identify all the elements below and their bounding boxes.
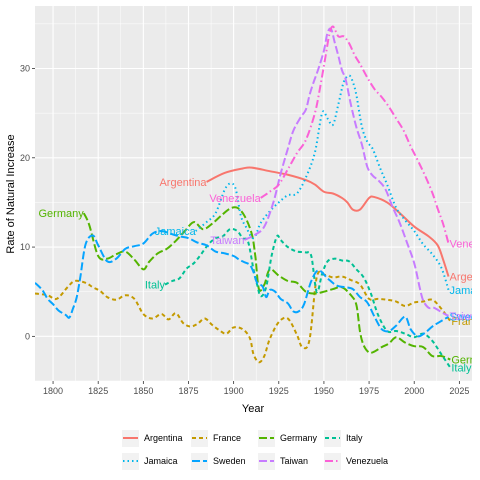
series-end-label-jamaica: Jamaica (450, 285, 480, 297)
x-tick-label: 1900 (224, 386, 244, 396)
series-end-label-argentina: Argentine (450, 272, 480, 284)
legend-item-jamaica: Jamaica (122, 453, 178, 470)
legend-label-sweden: Sweden (213, 456, 246, 466)
legend-item-sweden: Sweden (191, 453, 246, 470)
y-tick-label: 20 (20, 153, 30, 163)
series-line-venezuela (260, 25, 450, 244)
legend-label-taiwan: Taiwan (280, 456, 308, 466)
series-start-label-jamaica: Jamaica (155, 226, 197, 238)
series-line-taiwan (244, 27, 449, 317)
x-tick-label: 1850 (133, 386, 153, 396)
y-tick-label: 0 (25, 331, 30, 341)
x-tick-label: 1975 (359, 386, 379, 396)
series-start-label-sweden: Sweden (0, 278, 35, 290)
series-end-label-germany: Germany (451, 355, 480, 367)
x-axis-title: Year (242, 403, 265, 415)
legend-label-france: France (213, 433, 241, 443)
legend-key-jamaica (122, 453, 139, 470)
series-lines (35, 25, 452, 369)
legend-item-argentina: Argentina (122, 430, 183, 447)
x-tick-label: 1925 (269, 386, 289, 396)
legend-label-argentina: Argentina (144, 433, 183, 443)
series-start-label-venezuela: Venezuela (209, 193, 261, 205)
series-line-germany (82, 206, 451, 361)
series-line-italy (164, 227, 452, 369)
legend-item-venezuela: Venezuela (324, 453, 388, 470)
y-tick-label: 10 (20, 242, 30, 252)
series-end-label-france: France (451, 316, 480, 328)
legend-item-germany: Germany (258, 430, 318, 447)
series-start-label-italy: Italy (145, 280, 166, 292)
series-start-label-argentina: Argentina (159, 177, 207, 189)
series-end-label-taiwan: Taiwan (450, 311, 480, 323)
legend-label-jamaica: Jamaica (144, 456, 178, 466)
legend-item-taiwan: Taiwan (258, 453, 308, 470)
x-tick-label: 1800 (43, 386, 63, 396)
legend: Argentina France Germany Italy Jamaica Sweden… (122, 430, 388, 470)
series-labels: Argentina Argentine France France Germany Ger… (0, 177, 480, 375)
legend-item-italy: Italy (324, 430, 363, 447)
series-end-label-italy: Italy (451, 363, 472, 375)
axes: 1800 1825 1850 1875 1900 1925 1950 1975 2000 2025… (20, 64, 469, 397)
series-start-label-taiwan: Taiwan (210, 235, 244, 247)
grid (35, 6, 472, 382)
series-line-france (35, 270, 452, 364)
x-tick-label: 1825 (88, 386, 108, 396)
x-tick-label: 2025 (449, 386, 469, 396)
y-axis-title: Rate of Natural Increase (5, 134, 17, 253)
series-line-jamaica (195, 74, 450, 291)
x-tick-label: 2000 (404, 386, 424, 396)
x-tick-label: 1950 (314, 386, 334, 396)
series-end-label-sweden: Swede (450, 312, 480, 324)
series-end-label-venezuela: Venez (450, 239, 480, 251)
series-line-argentina (206, 166, 450, 277)
legend-label-germany: Germany (280, 433, 318, 443)
x-tick-label: 1875 (178, 386, 198, 396)
series-start-label-germany: Germany (39, 208, 85, 220)
legend-label-italy: Italy (346, 433, 363, 443)
legend-item-france: France (191, 430, 241, 447)
y-tick-label: 30 (20, 64, 30, 74)
series-start-label-france: France (1, 289, 35, 301)
legend-label-venezuela: Venezuela (346, 456, 388, 466)
series-line-sweden (35, 230, 450, 338)
